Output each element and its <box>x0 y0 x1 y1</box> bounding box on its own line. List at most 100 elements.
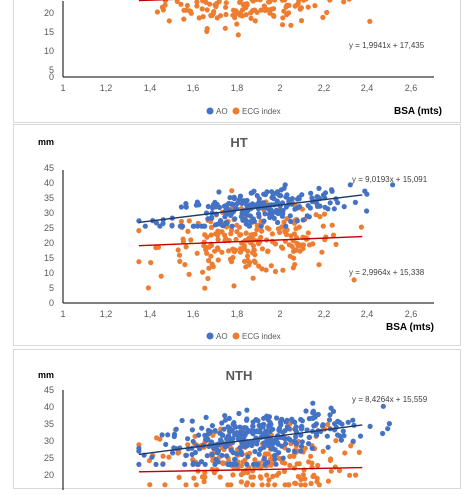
ecg-data-point <box>324 9 330 16</box>
ecg-data-point <box>183 482 189 488</box>
ao-data-point <box>199 425 205 431</box>
ao-data-point <box>227 425 233 431</box>
ecg-data-point <box>327 457 333 463</box>
ao-data-point <box>298 448 304 454</box>
ao-data-point <box>237 445 243 451</box>
ecg-data-point <box>320 448 326 454</box>
ao-data-point <box>242 216 248 222</box>
ecg-data-point <box>175 247 181 253</box>
ecg-data-point <box>272 0 278 3</box>
ao-data-point <box>261 444 267 450</box>
ecg-data-point <box>199 6 205 12</box>
ao-data-point <box>231 196 237 202</box>
ecg-data-point <box>264 472 270 478</box>
ecg-data-point <box>215 257 221 263</box>
ao-data-point <box>311 423 317 429</box>
ecg-data-point <box>201 479 207 485</box>
ao-data-point <box>190 438 196 445</box>
ecg-data-point <box>209 13 215 19</box>
ecg-data-point <box>272 268 279 275</box>
ao-data-point <box>224 442 230 448</box>
ecg-data-point <box>325 478 331 484</box>
chart-panel-nth: mm NTH 45 40 35 30 25 20 y = 8,4264x + 1… <box>13 349 461 490</box>
ecg-data-point <box>188 237 194 243</box>
ecg-data-point <box>243 264 249 270</box>
ao-data-point <box>327 412 333 418</box>
ao-data-point <box>256 213 262 220</box>
ao-data-point <box>330 408 337 414</box>
ecg-data-point <box>185 442 191 448</box>
ao-data-point <box>261 415 267 421</box>
ecg-data-point <box>223 11 229 18</box>
ecg-data-point <box>193 482 199 488</box>
ecg-data-point <box>281 219 287 225</box>
ao-data-point <box>240 430 247 436</box>
ecg-data-point <box>265 451 271 457</box>
ao-data-point <box>200 223 206 229</box>
ecg-data-point <box>298 18 305 24</box>
ecg-data-point <box>226 248 232 254</box>
ao-data-point <box>264 459 271 466</box>
ecg-data-point <box>330 232 337 238</box>
ecg-data-point <box>305 230 311 236</box>
ecg-data-point <box>294 461 300 467</box>
ao-data-point <box>218 437 224 443</box>
y-tick-label: 25 <box>44 453 54 463</box>
ao-data-point <box>248 218 254 225</box>
ecg-data-point <box>194 3 200 9</box>
ao-data-point <box>272 456 278 462</box>
ecg-data-point <box>234 222 240 228</box>
ao-data-point <box>215 448 222 454</box>
ecg-data-point <box>176 252 183 258</box>
ecg-data-point <box>298 476 304 482</box>
legend-marker-ao <box>206 332 214 340</box>
y-tick-label: 30 <box>44 436 54 446</box>
y-tick-label: 20 <box>44 8 54 18</box>
ecg-data-point <box>353 472 359 478</box>
ecg-data-point <box>160 453 166 459</box>
ao-data-point <box>278 422 284 428</box>
ecg-data-point <box>245 258 251 264</box>
ao-data-point <box>189 427 195 433</box>
ecg-data-point <box>248 15 254 21</box>
ecg-data-point <box>233 247 239 253</box>
ecg-data-point <box>180 236 186 242</box>
ao-data-point <box>142 223 148 229</box>
y-tick-label: 20 <box>44 238 54 248</box>
ecg-data-point <box>160 7 166 13</box>
ecg-data-point <box>263 267 269 273</box>
y-tick-label: 0 <box>49 72 54 82</box>
ecg-data-point <box>305 4 311 10</box>
ao-data-point <box>244 407 250 413</box>
ao-data-point <box>229 223 235 229</box>
ao-data-point <box>308 190 314 196</box>
ao-data-point <box>244 461 250 467</box>
ecg-data-point <box>223 0 229 6</box>
ecg-data-point <box>262 7 268 13</box>
ao-data-point <box>191 223 197 229</box>
ecg-trend-equation: y = 2,9964x + 15,338 <box>349 268 425 277</box>
ao-data-point <box>238 214 244 220</box>
ao-data-point <box>169 223 175 229</box>
ao-data-point <box>224 436 230 442</box>
ecg-data-point <box>233 236 239 243</box>
ao-data-point <box>204 437 210 443</box>
ecg-data-point <box>240 239 246 245</box>
ecg-data-point <box>327 0 333 3</box>
ecg-data-point <box>293 480 299 487</box>
ao-data-point <box>285 447 291 453</box>
ao-data-point <box>286 198 292 204</box>
ao-data-point <box>320 422 326 428</box>
ao-data-point <box>275 219 281 226</box>
ao-data-point <box>316 185 322 191</box>
ao-data-point <box>261 456 267 462</box>
y-tick-label: 30 <box>44 208 54 218</box>
ecg-data-point <box>288 233 294 239</box>
ao-data-point <box>335 432 341 438</box>
ao-data-point <box>367 423 373 429</box>
ao-data-point <box>183 452 189 458</box>
ecg-data-point <box>252 18 258 24</box>
ecg-data-point <box>208 224 215 230</box>
ecg-data-point <box>208 232 214 238</box>
ao-data-point <box>345 419 351 425</box>
